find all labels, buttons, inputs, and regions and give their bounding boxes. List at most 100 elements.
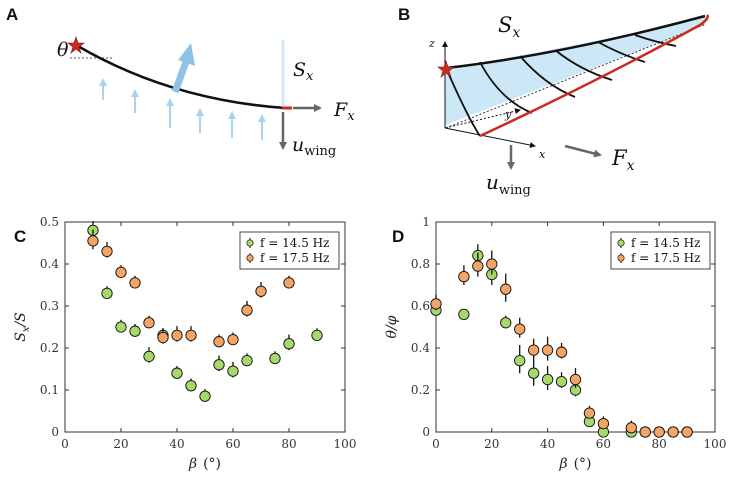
x-tick-label: 80 xyxy=(281,437,296,451)
panel-b: B z y x Sx Fx u xyxy=(398,5,709,198)
data-point xyxy=(143,350,155,363)
fx-label-a: Fx xyxy=(333,99,355,124)
leading-edge-star-b xyxy=(437,60,455,78)
y-tick-label: 0.5 xyxy=(40,215,59,229)
panel-d-letter: D xyxy=(392,227,404,246)
legend-label: f = 14.5 Hz xyxy=(631,236,700,250)
data-point xyxy=(283,338,295,350)
chart-d: D 0 20 40 60 80 100 0 0.2 0.4 0.6 0.8 1 β (°) θ/φ f = 1… xyxy=(384,215,726,472)
data-point xyxy=(597,417,610,430)
data-point xyxy=(241,354,253,367)
x-tick-label: 80 xyxy=(652,437,667,451)
data-point xyxy=(283,277,295,289)
axes-3d xyxy=(442,41,536,148)
y-tick-label: 0.4 xyxy=(411,341,430,355)
x-tick-label: 100 xyxy=(704,437,727,451)
y-tick-label: 0.3 xyxy=(40,299,59,313)
axis-y-label: y xyxy=(504,108,512,121)
data-point xyxy=(514,323,526,335)
x-tick-label: 20 xyxy=(484,437,499,451)
data-point xyxy=(311,329,323,342)
chord-curves xyxy=(445,34,677,137)
data-point xyxy=(185,380,197,392)
data-point xyxy=(101,287,113,300)
data-point xyxy=(583,407,596,419)
legend-marker xyxy=(617,254,625,262)
data-point xyxy=(143,317,155,329)
data-point xyxy=(472,260,484,272)
data-point xyxy=(101,245,113,258)
fx-arrow-b xyxy=(564,144,602,158)
y-tick-label: 0 xyxy=(422,425,430,439)
data-point xyxy=(185,329,197,342)
y-tick-label: 0.2 xyxy=(411,383,430,397)
panel-b-letter: B xyxy=(398,5,410,24)
y-tick-label: 0.1 xyxy=(40,383,59,397)
wing-trailing-edge xyxy=(479,14,709,138)
legend-box xyxy=(610,231,711,270)
data-point xyxy=(541,344,554,356)
data-point xyxy=(255,285,267,297)
data-point xyxy=(458,270,470,283)
data-point xyxy=(500,317,512,329)
y-tick-label: 1 xyxy=(422,215,430,229)
data-point xyxy=(115,266,127,279)
data-point xyxy=(227,333,239,346)
wing-leading-edge xyxy=(445,14,706,70)
data-point xyxy=(667,426,679,438)
axis-x-label: x xyxy=(539,148,546,161)
data-point xyxy=(500,283,512,295)
legend-label: f = 17.5 Hz xyxy=(631,251,700,265)
data-point xyxy=(569,373,582,386)
data-point xyxy=(171,367,183,379)
dotted-edge xyxy=(445,23,707,129)
data-point xyxy=(639,426,651,438)
x-tick-label: 0 xyxy=(61,437,69,451)
panel-c-letter: C xyxy=(14,227,26,246)
data-point xyxy=(528,344,540,356)
legend-marker xyxy=(246,254,254,262)
data-point xyxy=(625,422,637,434)
legend-marker xyxy=(617,239,625,247)
chart-c: C 0 20 40 60 80 100 0 0.1 0.2 0.3 0.4 0.5 β (°) Sx/S f … xyxy=(13,215,356,472)
x-axis-label: β (°) xyxy=(558,456,591,472)
data-point xyxy=(129,277,141,289)
data-point xyxy=(514,354,526,367)
data-point xyxy=(213,359,225,371)
data-point xyxy=(129,325,141,337)
x-tick-label: 40 xyxy=(169,437,184,451)
theta-label: θ xyxy=(57,39,69,61)
data-point xyxy=(458,308,470,321)
pressure-arrows xyxy=(99,78,266,140)
data-point xyxy=(115,321,127,333)
net-force-arrow xyxy=(171,43,195,94)
panel-a: A θ Sx Fx uwing xyxy=(6,5,355,159)
wing-surface xyxy=(445,17,707,125)
u-wing-label-b: uwing xyxy=(486,170,531,198)
y-tick-label: 0 xyxy=(51,425,59,439)
data-point xyxy=(541,373,554,386)
x-axis-label: β (°) xyxy=(188,456,221,472)
x-tick-label: 0 xyxy=(432,437,440,451)
y-axis-label: Sx/S xyxy=(13,312,32,342)
data-point xyxy=(653,426,665,438)
data-point xyxy=(87,235,99,247)
data-point xyxy=(213,336,225,348)
legend-label: f = 14.5 Hz xyxy=(260,236,329,250)
y-tick-label: 0.2 xyxy=(40,341,59,355)
fx-label-b: Fx xyxy=(611,146,635,174)
x-tick-label: 100 xyxy=(334,437,357,451)
legend-box xyxy=(239,231,340,270)
panel-a-letter: A xyxy=(6,5,18,24)
u-wing-label-a: uwing xyxy=(292,134,336,159)
sx-label-b: Sx xyxy=(498,13,520,41)
y-tick-label: 0.6 xyxy=(411,299,430,313)
data-point xyxy=(555,375,568,388)
data-point xyxy=(528,367,540,379)
legend-label: f = 17.5 Hz xyxy=(260,251,329,265)
plot-frame xyxy=(435,221,716,433)
data-point xyxy=(269,352,281,365)
data-point xyxy=(555,346,568,358)
x-tick-label: 20 xyxy=(113,437,128,451)
